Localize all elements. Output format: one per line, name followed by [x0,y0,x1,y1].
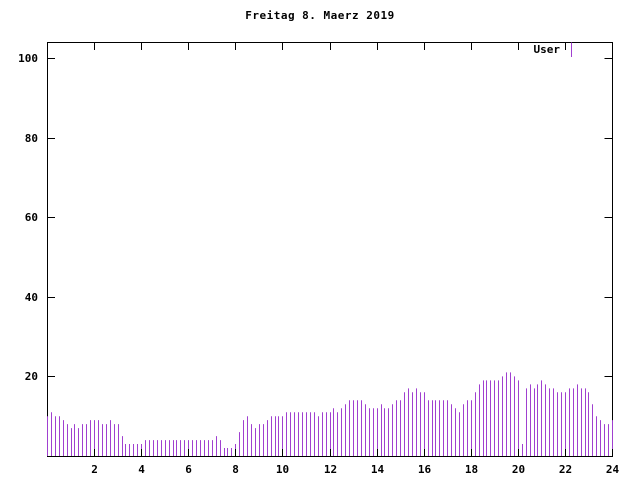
plot-border [47,42,613,457]
y-tick-label: 60 [24,210,38,224]
x-tick-label: 10 [275,463,290,476]
x-tick-label: 2 [91,463,98,476]
y-tick-label: 80 [24,131,38,145]
x-tick-label: 14 [370,463,385,476]
x-tick-label: 16 [417,463,432,476]
chart-title: Freitag 8. Maerz 2019 [245,9,395,22]
x-tick-label: 24 [605,463,620,476]
x-tick-label: 6 [185,463,192,476]
x-tick-label: 8 [232,463,239,476]
x-tick-label: 4 [138,463,145,476]
x-tick-label: 22 [558,463,573,476]
y-tick-label: 100 [18,51,38,65]
legend-label: User [533,43,561,56]
y-tick-label: 40 [24,290,38,304]
x-tick-label: 12 [323,463,338,476]
x-tick-label: 18 [464,463,479,476]
y-tick-label: 20 [24,369,38,383]
x-tick-label: 20 [511,463,526,476]
